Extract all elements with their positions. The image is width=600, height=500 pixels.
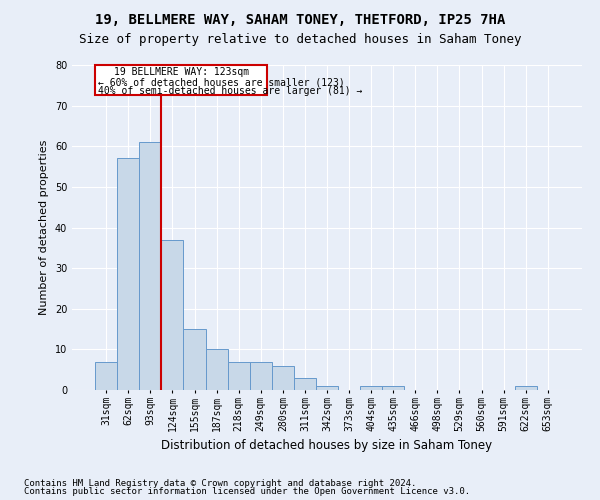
Bar: [139, 142, 161, 390]
X-axis label: Distribution of detached houses by size in Saham Toney: Distribution of detached houses by size …: [161, 439, 493, 452]
Text: 19, BELLMERE WAY, SAHAM TONEY, THETFORD, IP25 7HA: 19, BELLMERE WAY, SAHAM TONEY, THETFORD,…: [95, 12, 505, 26]
Bar: [206, 350, 227, 390]
Text: 19 BELLMERE WAY: 123sqm: 19 BELLMERE WAY: 123sqm: [114, 68, 249, 78]
Bar: [515, 386, 537, 390]
Bar: [316, 386, 338, 390]
Bar: [382, 386, 404, 390]
Bar: [227, 362, 250, 390]
Bar: [272, 366, 294, 390]
Text: Contains public sector information licensed under the Open Government Licence v3: Contains public sector information licen…: [24, 487, 470, 496]
Bar: [184, 329, 206, 390]
Bar: [360, 386, 382, 390]
Text: Size of property relative to detached houses in Saham Toney: Size of property relative to detached ho…: [79, 32, 521, 46]
FancyBboxPatch shape: [95, 65, 268, 96]
Bar: [250, 362, 272, 390]
Text: ← 60% of detached houses are smaller (123): ← 60% of detached houses are smaller (12…: [98, 77, 345, 87]
Text: 40% of semi-detached houses are larger (81) →: 40% of semi-detached houses are larger (…: [98, 86, 363, 97]
Text: Contains HM Land Registry data © Crown copyright and database right 2024.: Contains HM Land Registry data © Crown c…: [24, 478, 416, 488]
Bar: [95, 362, 117, 390]
Bar: [161, 240, 184, 390]
Y-axis label: Number of detached properties: Number of detached properties: [39, 140, 49, 315]
Bar: [117, 158, 139, 390]
Bar: [294, 378, 316, 390]
